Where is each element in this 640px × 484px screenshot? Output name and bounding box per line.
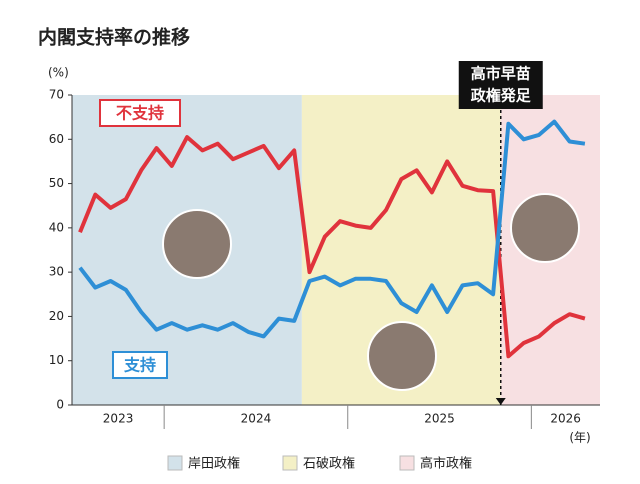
year-label: 2025 [424, 412, 455, 426]
event-label: 政権発足 [471, 87, 532, 105]
legend-label: 石破政権 [303, 456, 355, 472]
y-unit: (%) [48, 66, 69, 80]
x-unit: (年) [569, 431, 590, 445]
year-label: 2026 [550, 412, 581, 426]
series-label-box [112, 351, 168, 379]
y-tick-label: 70 [49, 88, 64, 102]
portrait [510, 193, 580, 263]
event-box [458, 61, 543, 109]
year-label: 2023 [103, 412, 134, 426]
y-tick-label: 0 [56, 398, 64, 412]
series-line [78, 135, 586, 359]
series-line [78, 119, 586, 339]
legend-swatch [282, 455, 298, 471]
legend-swatch [167, 455, 183, 471]
series-label-box [99, 99, 181, 127]
portrait [162, 209, 232, 279]
y-tick-label: 40 [49, 220, 64, 234]
year-label: 2024 [241, 412, 272, 426]
series-label: 不支持 [116, 104, 164, 123]
legend-label: 岸田政権 [188, 456, 240, 472]
y-tick-label: 50 [49, 176, 64, 190]
legend-swatch [399, 455, 415, 471]
portrait [367, 321, 437, 391]
y-tick-label: 10 [49, 353, 64, 367]
y-tick-label: 30 [49, 265, 64, 279]
event-label: 高市早苗 [471, 65, 531, 83]
y-tick-label: 20 [49, 309, 64, 323]
legend-label: 高市政権 [420, 456, 472, 472]
series-label: 支持 [123, 356, 156, 375]
chart-title: 内閣支持率の推移 [38, 26, 190, 49]
event-arrow [495, 398, 506, 405]
y-tick-label: 60 [49, 132, 64, 146]
